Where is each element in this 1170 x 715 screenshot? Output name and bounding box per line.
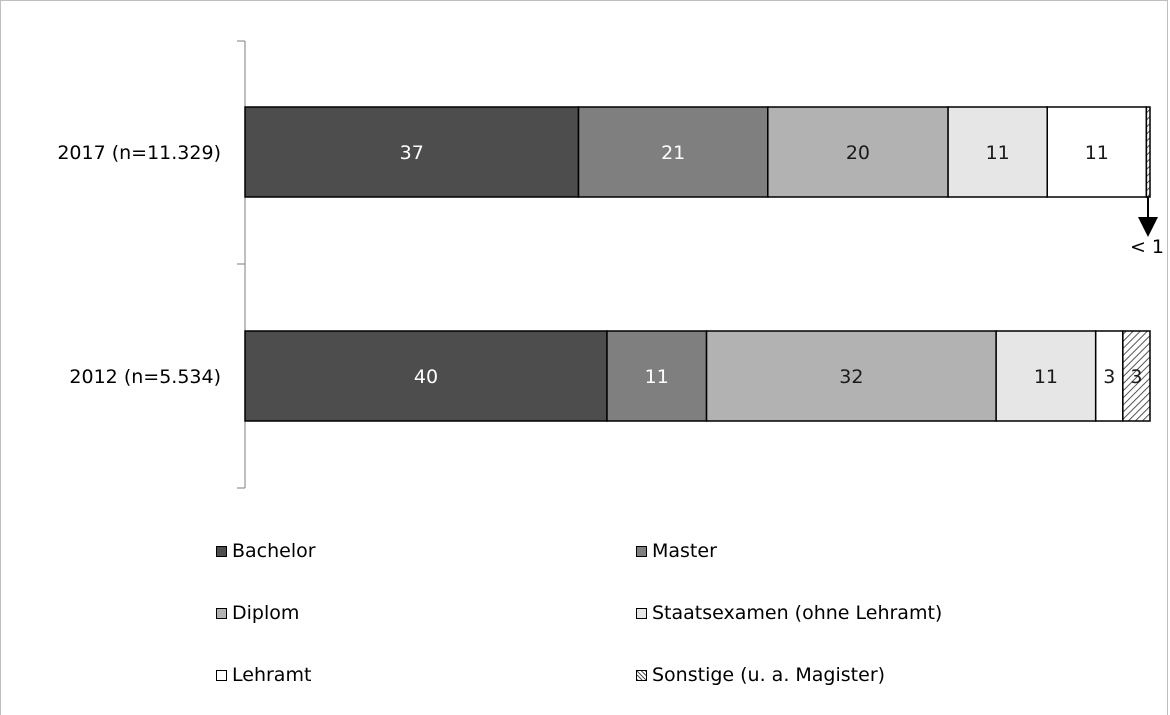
bar-segment [244,330,608,422]
legend-label: Bachelor [232,540,316,562]
category-label: 2012 (n=5.534) [69,366,221,388]
data-label: 21 [661,142,685,164]
legend-swatch [216,669,227,681]
bar-segment [995,330,1097,422]
legend-label: Lehramt [232,664,312,686]
legend-item: Lehramt [216,664,311,686]
data-label: 37 [400,142,424,164]
legend-label: Master [652,540,717,562]
category-label: 2017 (n=11.329) [57,142,221,164]
bar-segment [244,106,580,198]
annotation-label: < 1 [1130,236,1164,258]
data-label: 32 [839,366,863,388]
legend-swatch [636,545,647,557]
data-label: 40 [414,366,438,388]
data-labels: 37 21 20 11 11 40 11 32 11 3 3 [400,142,1143,388]
legend-item: Diplom [216,602,299,624]
legend-swatch [216,545,227,557]
data-label: 3 [1103,366,1115,388]
legend-item: Master [636,540,717,562]
category-axis: 2017 (n=11.329) 2012 (n=5.534) [57,40,246,489]
bars [244,106,1151,422]
data-label: 11 [1085,142,1109,164]
bar-segment [1122,330,1151,422]
bar-segment [1145,106,1151,198]
legend-label: Diplom [232,602,300,624]
data-label: 11 [1034,366,1058,388]
bar-segment [577,106,769,198]
bar-segment [1046,106,1148,198]
legend-item: Sonstige (u. a. Magister) [636,664,885,686]
legend-label: Staatsexamen (ohne Lehramt) [652,602,943,624]
legend-label: Sonstige (u. a. Magister) [652,664,886,686]
legend-item: Bachelor [216,540,316,562]
data-label: 20 [846,142,870,164]
data-label: 11 [986,142,1010,164]
bar-segment [606,330,708,422]
bar-segment [767,106,949,198]
legend-swatch [636,607,647,619]
data-label: 11 [645,366,669,388]
legend-swatch [216,607,227,619]
data-label: 3 [1130,366,1142,388]
annotation: < 1 [1130,197,1164,258]
legend-swatch [636,669,647,681]
bar-segment [947,106,1048,198]
legend-item: Staatsexamen (ohne Lehramt) [636,602,942,624]
